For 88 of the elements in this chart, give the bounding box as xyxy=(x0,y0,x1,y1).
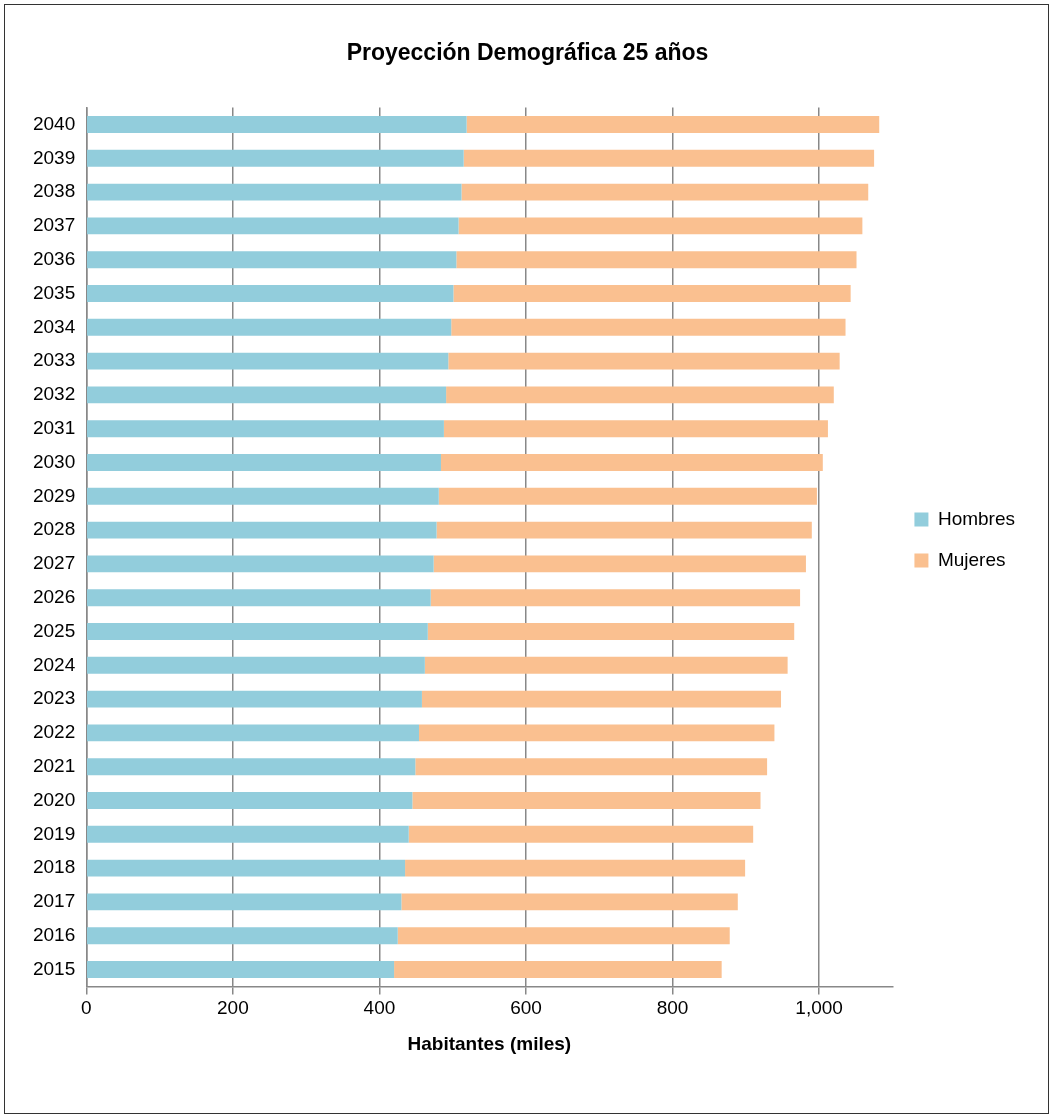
bar xyxy=(87,961,395,978)
bar xyxy=(87,724,419,742)
bar xyxy=(87,183,462,201)
bar xyxy=(87,217,459,235)
bar xyxy=(461,183,869,201)
bar xyxy=(463,149,875,167)
y-tick-label: 2032 xyxy=(32,383,76,405)
bar xyxy=(87,386,447,404)
bar xyxy=(87,521,437,539)
y-tick-label: 2026 xyxy=(32,585,76,607)
y-tick-label: 2017 xyxy=(32,890,76,912)
bar xyxy=(87,454,441,471)
bar xyxy=(87,318,452,336)
bar xyxy=(87,859,406,877)
bar xyxy=(87,792,413,809)
y-tick-label: 2039 xyxy=(32,146,76,168)
chart-title: Proyección Demográfica 25 años xyxy=(346,39,709,66)
y-tick-label: 2015 xyxy=(32,957,76,979)
bar xyxy=(436,521,812,539)
x-tick-label: 400 xyxy=(363,997,396,1019)
y-tick-label: 2018 xyxy=(32,856,76,878)
y-tick-label: 2036 xyxy=(32,247,76,269)
y-tick-label: 2038 xyxy=(32,180,76,202)
bar xyxy=(87,656,425,674)
y-tick-label: 2034 xyxy=(32,315,76,337)
bar xyxy=(430,589,801,607)
legend-label: Mujeres xyxy=(937,548,1006,570)
bar xyxy=(415,758,768,776)
bar xyxy=(87,420,444,438)
bar xyxy=(446,386,834,404)
y-tick-label: 2023 xyxy=(32,687,76,709)
bar xyxy=(401,893,738,911)
bar xyxy=(408,825,754,843)
y-tick-label: 2019 xyxy=(32,822,76,844)
y-tick-label: 2040 xyxy=(32,112,76,134)
bar xyxy=(440,454,823,471)
bar xyxy=(87,893,402,911)
bar xyxy=(87,690,422,708)
bar xyxy=(87,487,439,505)
bar xyxy=(458,217,863,235)
y-tick-label: 2025 xyxy=(32,619,76,641)
bar xyxy=(87,589,431,607)
y-tick-label: 2027 xyxy=(32,552,76,574)
x-tick-label: 600 xyxy=(510,997,542,1019)
bar xyxy=(397,927,730,945)
y-tick-label: 2031 xyxy=(32,416,76,438)
y-tick-label: 2029 xyxy=(32,484,76,506)
x-tick-label: 800 xyxy=(656,997,689,1019)
bar xyxy=(87,825,409,843)
y-tick-label: 2022 xyxy=(32,721,76,743)
x-tick-label: 1,000 xyxy=(795,997,843,1019)
y-tick-label: 2033 xyxy=(32,349,76,371)
bar xyxy=(451,318,846,336)
x-tick-label: 0 xyxy=(80,997,92,1019)
y-tick-label: 2020 xyxy=(32,788,76,810)
legend-label: Hombres xyxy=(937,507,1015,529)
bar xyxy=(87,758,416,776)
y-tick-label: 2035 xyxy=(32,281,76,303)
bar xyxy=(418,724,775,742)
bar xyxy=(87,927,398,945)
bar xyxy=(412,792,761,809)
bar xyxy=(453,285,851,302)
y-tick-label: 2037 xyxy=(32,214,76,236)
bar xyxy=(433,555,806,573)
bar xyxy=(87,623,428,640)
bar xyxy=(87,149,464,167)
bar xyxy=(438,487,817,505)
bar xyxy=(456,251,857,269)
bar xyxy=(443,420,828,438)
y-tick-label: 2030 xyxy=(32,450,76,472)
y-tick-label: 2024 xyxy=(32,653,76,675)
y-tick-label: 2021 xyxy=(32,754,76,776)
bar xyxy=(87,352,449,370)
bar xyxy=(427,623,795,640)
bar xyxy=(421,690,782,708)
bar xyxy=(466,116,880,133)
y-tick-label: 2028 xyxy=(32,518,76,540)
bar xyxy=(87,555,434,573)
x-tick-label: 200 xyxy=(216,997,249,1019)
bar xyxy=(87,251,457,269)
bar xyxy=(405,859,746,877)
x-axis-title: Habitantes (miles) xyxy=(407,1032,572,1054)
bar xyxy=(448,352,840,370)
bar xyxy=(87,285,454,302)
y-tick-label: 2016 xyxy=(32,923,76,945)
bar xyxy=(424,656,788,674)
bar xyxy=(394,961,722,978)
bar xyxy=(87,116,467,133)
